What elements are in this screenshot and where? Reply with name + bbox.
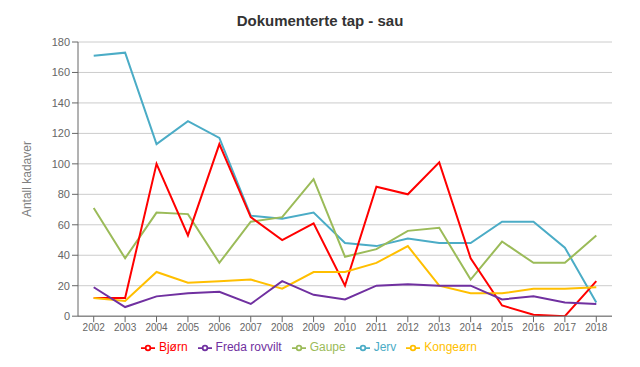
svg-text:2017: 2017: [554, 322, 577, 333]
svg-text:2015: 2015: [491, 322, 514, 333]
html-text:Jerv: Jerv: [373, 340, 397, 355]
svg-text:80: 80: [58, 188, 70, 200]
svg-text:2007: 2007: [240, 322, 263, 333]
svg-text:60: 60: [58, 219, 70, 231]
html-text:Gaupe: Gaupe: [309, 340, 346, 355]
svg-text:2005: 2005: [177, 322, 200, 333]
svg-text:2010: 2010: [334, 322, 357, 333]
svg-text:2016: 2016: [522, 322, 545, 333]
svg-text:2006: 2006: [208, 322, 231, 333]
svg-text:2008: 2008: [271, 322, 294, 333]
svg-text:2013: 2013: [428, 322, 451, 333]
svg-text:100: 100: [52, 158, 70, 170]
svg-text:Antall kadaver: Antall kadaver: [20, 141, 34, 217]
svg-text:2011: 2011: [366, 322, 388, 333]
svg-text:0: 0: [64, 310, 70, 322]
svg-text:2002: 2002: [83, 322, 106, 333]
svg-text:2003: 2003: [114, 322, 137, 333]
svg-text:140: 140: [52, 97, 70, 109]
html-text:Bjørn: Bjørn: [158, 340, 188, 355]
svg-text:2018: 2018: [585, 322, 608, 333]
svg-text:40: 40: [58, 249, 70, 261]
svg-text:2004: 2004: [145, 322, 168, 333]
svg-text:180: 180: [52, 36, 70, 48]
svg-text:160: 160: [52, 66, 70, 78]
html-text:Dokumenterte tap - sau: Dokumenterte tap - sau: [236, 12, 404, 29]
svg-text:2014: 2014: [460, 322, 483, 333]
svg-text:2012: 2012: [397, 322, 420, 333]
svg-text:2009: 2009: [302, 322, 325, 333]
html-text:Freda rovvilt: Freda rovvilt: [215, 340, 282, 355]
html-text:Kongeørn: Kongeørn: [424, 340, 477, 355]
svg-text:20: 20: [58, 280, 70, 292]
svg-text:120: 120: [52, 127, 70, 139]
